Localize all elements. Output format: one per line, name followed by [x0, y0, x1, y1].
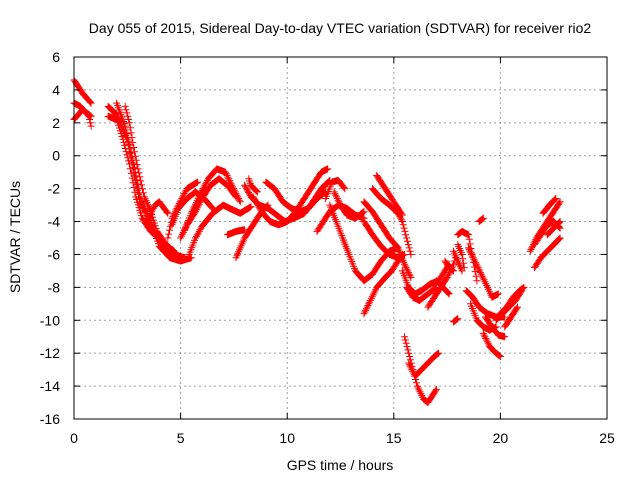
x-tick-label: 20: [493, 430, 509, 446]
y-axis-label: SDTVAR / TECUs: [7, 181, 23, 293]
x-tick-label: 0: [70, 430, 78, 446]
y-tick-label: 6: [52, 49, 60, 65]
axis-ticks: [73, 56, 608, 420]
grid-lines: [74, 57, 607, 419]
y-tick-label: 2: [52, 115, 60, 131]
x-axis-label: GPS time / hours: [287, 457, 394, 473]
y-tick-label: -8: [48, 279, 61, 295]
y-tick-label: -16: [40, 411, 60, 427]
y-tick-label: -12: [40, 345, 60, 361]
x-tick-label: 10: [279, 430, 295, 446]
y-tick-label: -2: [48, 181, 61, 197]
y-tick-label: -14: [40, 378, 60, 394]
y-tick-labels: 6 4 2 0 -2 -4 -6 -8 -10 -12 -14 -16: [40, 49, 60, 427]
y-tick-label: -4: [48, 214, 61, 230]
x-tick-label: 15: [386, 430, 402, 446]
chart-title: Day 055 of 2015, Sidereal Day-to-day VTE…: [89, 20, 592, 36]
y-tick-label: -6: [48, 246, 61, 262]
x-tick-label: 25: [599, 430, 615, 446]
y-tick-label: -10: [40, 312, 60, 328]
x-tick-label: 5: [177, 430, 185, 446]
x-tick-labels: 0 5 10 15 20 25: [70, 430, 615, 446]
y-tick-label: 4: [52, 82, 60, 98]
y-tick-label: 0: [52, 148, 60, 164]
plot-frame: [73, 56, 608, 420]
